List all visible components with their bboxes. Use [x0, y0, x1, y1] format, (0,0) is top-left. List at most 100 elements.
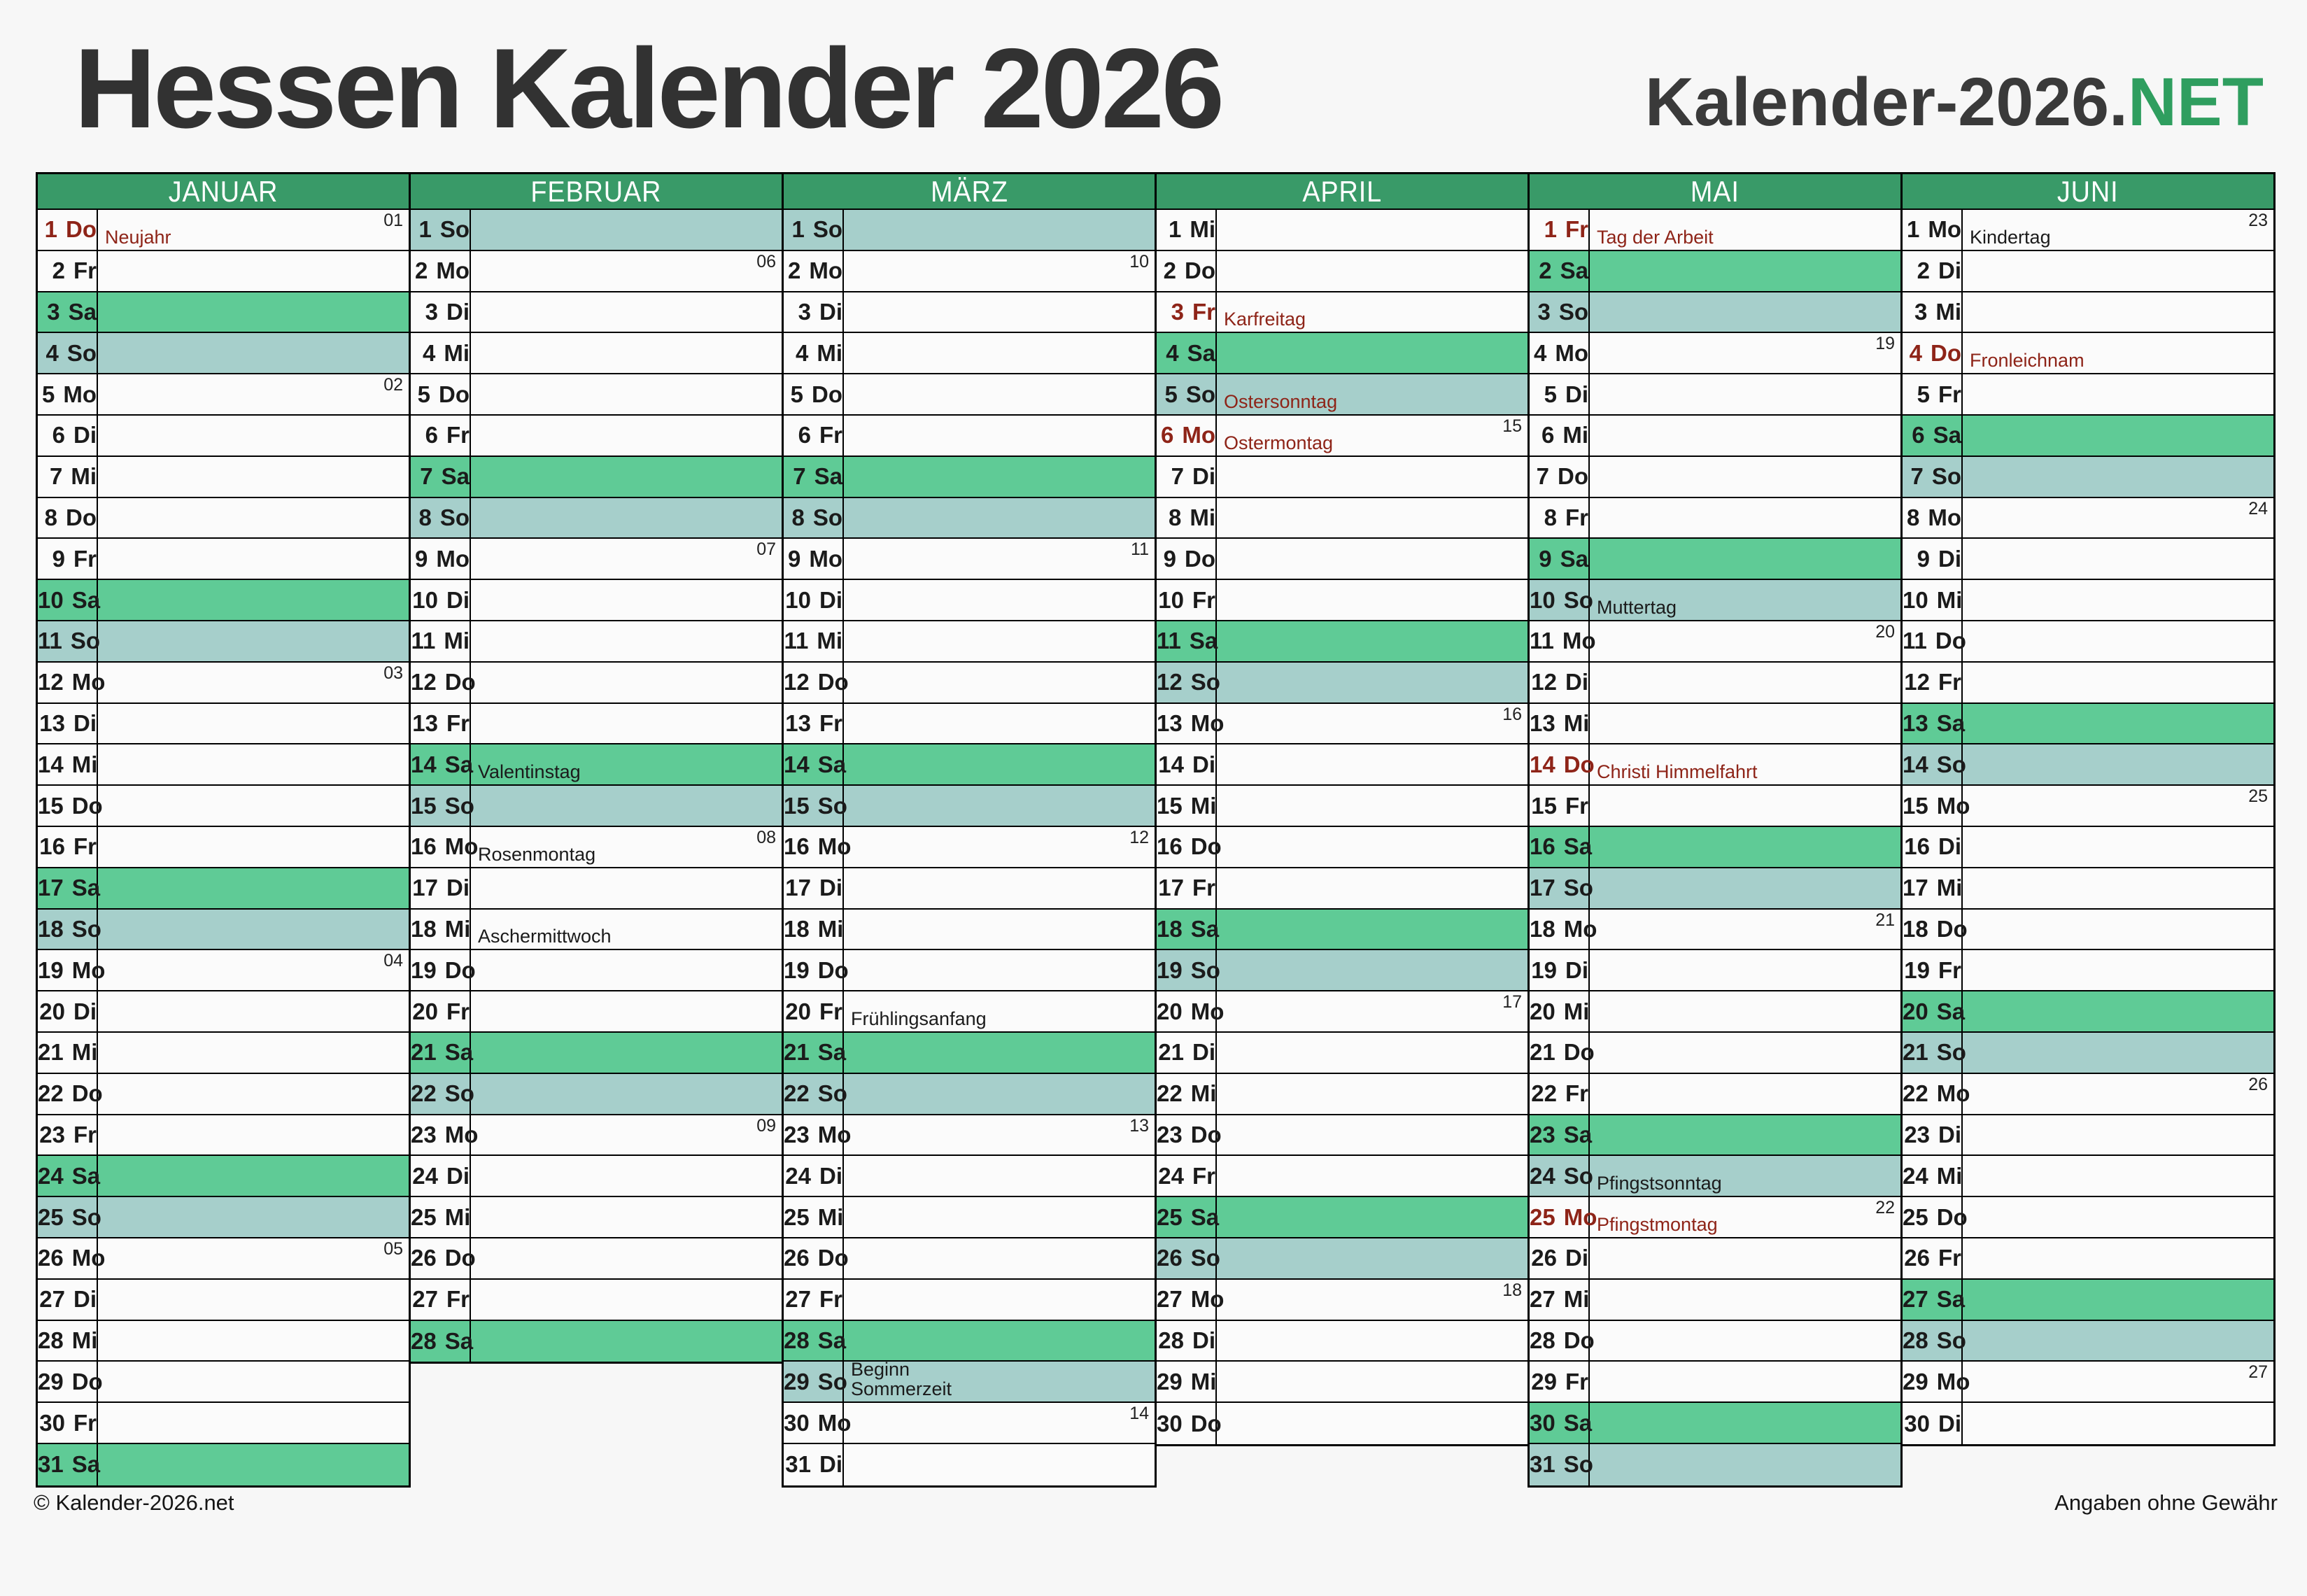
- day-number: 24: [785, 1162, 811, 1189]
- weekday-abbr: Mi: [1190, 504, 1215, 530]
- day-row: 1 So: [411, 210, 782, 251]
- day-number: 26: [784, 1245, 810, 1271]
- day-label: 26 Do: [784, 1238, 849, 1278]
- day-cell: [471, 580, 782, 620]
- weekday-abbr: Do: [1190, 1121, 1222, 1147]
- day-row: 18 So: [38, 909, 409, 951]
- day-label: 8 So: [411, 497, 471, 538]
- day-row: 29 Mo 27: [1903, 1362, 2273, 1404]
- day-row: 8 Do: [38, 497, 409, 539]
- day-cell: [471, 416, 782, 456]
- weekday-abbr: Sa: [71, 1162, 101, 1189]
- day-label: 18 Mo: [1530, 909, 1597, 949]
- day-label: 29 Mi: [1157, 1362, 1217, 1402]
- day-cell: [98, 1115, 409, 1155]
- day-cell: 23 Kindertag: [1963, 210, 2273, 250]
- week-number: 18: [1502, 1280, 1522, 1300]
- day-cell: [471, 868, 782, 908]
- day-label: 8 Do: [38, 497, 98, 538]
- day-row: 22 Do: [38, 1073, 409, 1115]
- day-row: 25 Sa: [1157, 1197, 1528, 1238]
- day-label: 24 Di: [784, 1156, 844, 1196]
- day-number: 30: [39, 1409, 65, 1436]
- day-cell: [1963, 1033, 2273, 1073]
- weekday-abbr: Mo: [1190, 709, 1225, 736]
- day-cell: [1963, 457, 2273, 497]
- day-cell: [1590, 1280, 1900, 1320]
- day-cell: [844, 1074, 1155, 1114]
- day-number: 10: [785, 586, 811, 613]
- weekday-abbr: Do: [71, 792, 103, 819]
- day-cell: [1217, 744, 1528, 784]
- day-label: 24 Fr: [1157, 1156, 1217, 1196]
- weekday-abbr: Di: [73, 998, 97, 1024]
- day-row: 16 Mo 08 Rosenmontag: [411, 826, 782, 868]
- day-number: 23: [1904, 1121, 1930, 1147]
- day-label: 10 So: [1530, 580, 1593, 620]
- brand-logo[interactable]: Kalender-2026.NET: [1645, 63, 2264, 141]
- day-label: 12 So: [1157, 662, 1220, 702]
- day-label: 18 So: [38, 909, 101, 949]
- day-row: 27 Di: [38, 1279, 409, 1321]
- footer-copyright[interactable]: © Kalender-2026.net: [34, 1490, 234, 1515]
- day-row: 2 Sa: [1530, 250, 1900, 292]
- weekday-abbr: Fr: [446, 998, 470, 1024]
- day-label: 10 Di: [411, 580, 471, 620]
- day-number: 2: [414, 257, 428, 284]
- day-row: 3 Di: [411, 292, 782, 334]
- day-label: 10 Di: [784, 580, 844, 620]
- day-number: 2: [1539, 257, 1552, 284]
- day-row: 9 Mo 11: [784, 539, 1155, 581]
- day-row: 17 Mi: [1903, 868, 2273, 910]
- day-label: 5 Di: [1530, 374, 1590, 414]
- weekday-abbr: Fr: [1938, 669, 1961, 695]
- day-row: 3 So: [1530, 292, 1900, 334]
- day-label: 26 Fr: [1903, 1238, 1963, 1278]
- day-number: 22: [784, 1080, 810, 1107]
- day-cell: [1217, 580, 1528, 620]
- day-cell: [844, 210, 1155, 250]
- weekday-abbr: Mi: [1190, 792, 1217, 819]
- day-label: 27 Mo: [1157, 1279, 1224, 1320]
- day-number: 20: [785, 998, 811, 1024]
- day-row: 19 Do: [784, 950, 1155, 992]
- weekday-abbr: So: [439, 504, 470, 530]
- day-label: 30 Do: [1157, 1403, 1222, 1444]
- day-cell: [1590, 1238, 1900, 1278]
- day-row: 13 Sa: [1903, 703, 2273, 745]
- weekday-abbr: Mi: [817, 628, 842, 654]
- day-cell: 03: [98, 663, 409, 702]
- day-number: 4: [1909, 339, 1922, 366]
- day-row: 28 Mi: [38, 1320, 409, 1362]
- day-cell: [1590, 1444, 1900, 1485]
- day-cell: [1963, 580, 2273, 620]
- day-label: 23 Fr: [38, 1115, 98, 1155]
- day-cell: 07: [471, 539, 782, 579]
- day-row: 30 Do: [1157, 1403, 1528, 1444]
- day-row: 30 Fr: [38, 1403, 409, 1444]
- week-number: 19: [1875, 334, 1895, 354]
- day-row: 14 Mi: [38, 744, 409, 786]
- day-row: 15 Mi: [1157, 786, 1528, 827]
- day-cell: [1963, 868, 2273, 908]
- day-cell: [98, 416, 409, 456]
- day-row: 14 So: [1903, 744, 2273, 786]
- day-label: 14 Mi: [38, 744, 98, 785]
- day-row: 6 Di: [38, 415, 409, 457]
- day-label: 19 Do: [784, 950, 849, 991]
- weekday-abbr: Do: [71, 1080, 103, 1107]
- day-row: 15 So: [784, 786, 1155, 827]
- day-label: 6 Fr: [411, 415, 471, 456]
- day-cell: [98, 1362, 409, 1401]
- day-number: 3: [425, 298, 438, 325]
- weekday-abbr: So: [1563, 1451, 1593, 1478]
- weekday-abbr: Mi: [71, 1039, 98, 1066]
- day-cell: [1963, 827, 2273, 867]
- day-label: 19 Di: [1530, 950, 1590, 991]
- day-number: 31: [785, 1451, 811, 1478]
- weekday-abbr: Do: [66, 216, 97, 243]
- day-number: 31: [38, 1451, 64, 1478]
- day-label: 23 Mo: [411, 1115, 478, 1155]
- day-row: 22 Mi: [1157, 1073, 1528, 1115]
- day-label: 24 So: [1530, 1156, 1593, 1196]
